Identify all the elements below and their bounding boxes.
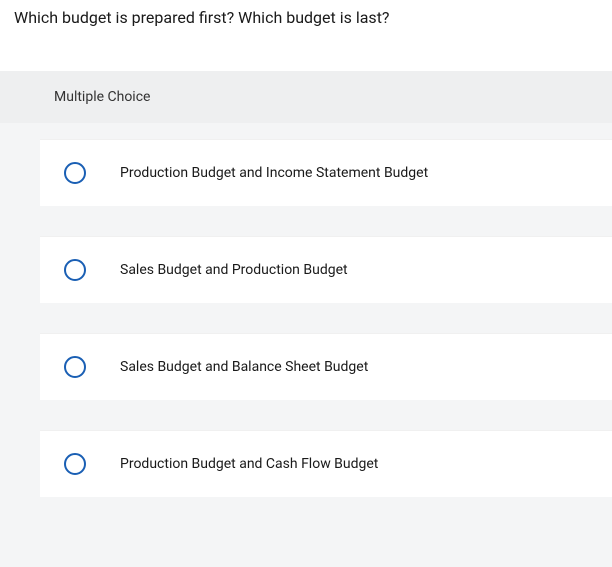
multiple-choice-header: Multiple Choice [0, 71, 612, 123]
question-text: Which budget is prepared first? Which bu… [0, 0, 612, 27]
option-label: Production Budget and Income Statement B… [120, 165, 428, 181]
radio-icon[interactable] [64, 162, 86, 184]
radio-icon[interactable] [64, 259, 86, 281]
option-row[interactable]: Production Budget and Cash Flow Budget [40, 430, 612, 497]
options-list: Production Budget and Income Statement B… [0, 123, 612, 497]
radio-icon[interactable] [64, 453, 86, 475]
option-row[interactable]: Sales Budget and Balance Sheet Budget [40, 333, 612, 400]
option-row[interactable]: Sales Budget and Production Budget [40, 236, 612, 303]
radio-icon[interactable] [64, 356, 86, 378]
quiz-container: Multiple Choice Production Budget and In… [0, 71, 612, 567]
option-label: Sales Budget and Production Budget [120, 262, 348, 278]
option-label: Sales Budget and Balance Sheet Budget [120, 359, 368, 375]
option-label: Production Budget and Cash Flow Budget [120, 456, 378, 472]
option-row[interactable]: Production Budget and Income Statement B… [40, 139, 612, 206]
